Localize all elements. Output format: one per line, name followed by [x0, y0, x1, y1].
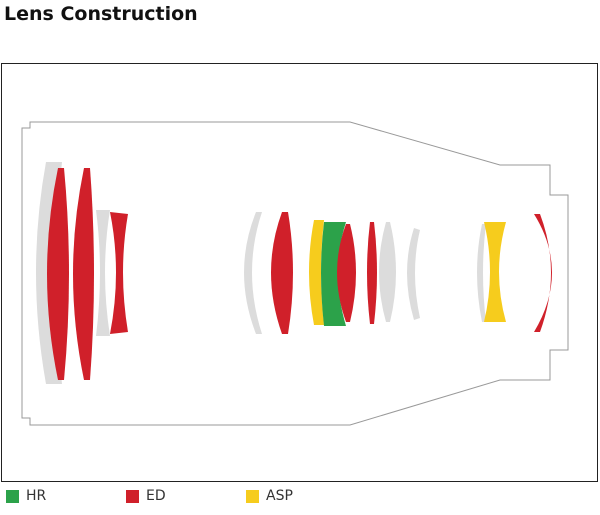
legend-item: ASP [246, 488, 293, 504]
lens [244, 212, 262, 334]
lens-elements [36, 162, 552, 384]
lens [534, 214, 552, 332]
lens [379, 222, 396, 322]
legend: HR ED ASP [0, 488, 600, 508]
lens [110, 212, 128, 334]
lens [309, 220, 324, 325]
legend-swatch [126, 489, 139, 503]
barrel-outline [21, 121, 569, 426]
lens [477, 224, 486, 322]
title: Lens Construction [4, 3, 198, 25]
legend-swatch [6, 489, 19, 503]
legend-item: HR [6, 488, 46, 504]
legend-label: ED [146, 488, 166, 504]
lens [47, 168, 69, 380]
lens [73, 168, 94, 380]
lens [367, 222, 377, 324]
legend-label: ASP [266, 488, 293, 504]
legend-swatch [246, 489, 259, 503]
legend-item: ED [126, 488, 166, 504]
lens [271, 212, 293, 334]
legend-label: HR [26, 488, 47, 504]
lens-diagram [1, 63, 598, 482]
lens [337, 224, 356, 322]
lens [96, 210, 110, 336]
lens [484, 222, 506, 322]
lens [407, 228, 420, 320]
